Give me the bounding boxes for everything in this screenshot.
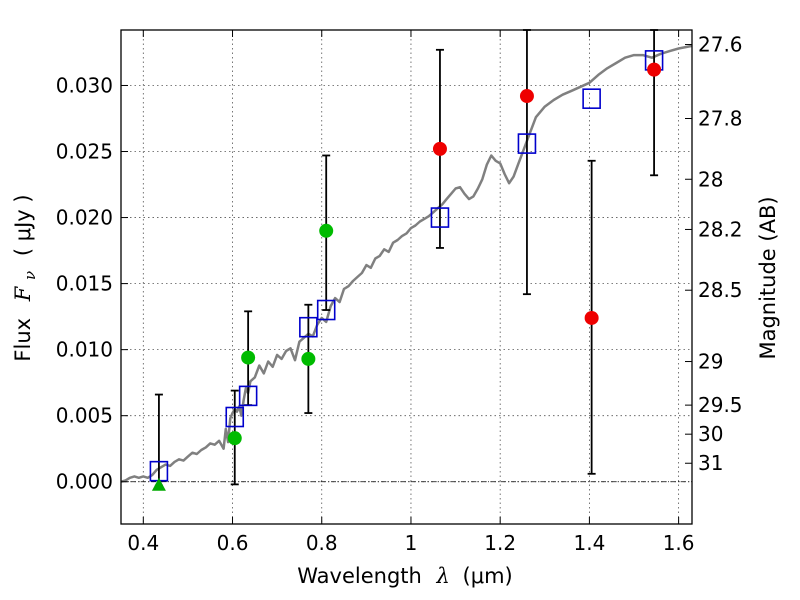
x-tick-label: 0.6 xyxy=(217,531,249,555)
observed-flux-points xyxy=(151,62,662,491)
observed-flux-circle xyxy=(519,89,534,104)
sed-model-curve xyxy=(120,44,693,483)
x-tick-label: 1.2 xyxy=(484,531,516,555)
observed-flux-circle xyxy=(584,310,599,325)
x-axis-label-symbol: λ xyxy=(436,564,450,588)
y-axis-label-unit: ( μJy ) xyxy=(11,194,35,256)
x-axis-label-unit: (μm) xyxy=(463,564,513,588)
plot-frame xyxy=(120,29,693,525)
y-axis-label: Flux F ν ( μJy ) xyxy=(11,194,40,361)
axis-ticks: 0.4 0.6 0.8 1 1.2 1.4 1.6 0.000 0.005 0.010 0.015 0… xyxy=(56,30,743,555)
model-flux-squares xyxy=(149,50,664,482)
x-tick-label: 1.6 xyxy=(663,531,695,555)
x-tick-label: 1.4 xyxy=(573,531,605,555)
x-tick-label: 1 xyxy=(405,531,418,555)
observed-flux-circle xyxy=(241,350,256,365)
x-tick-label: 0.4 xyxy=(127,531,159,555)
observed-flux-circle xyxy=(647,62,662,77)
model-flux-square xyxy=(517,133,537,154)
y-tick-label: 0.020 xyxy=(56,206,113,230)
model-flux-square xyxy=(430,207,450,228)
right-axis-label: Magnitude (AB) xyxy=(756,196,780,359)
x-tick-label: 0.8 xyxy=(306,531,338,555)
model-flux-square xyxy=(582,88,601,109)
y-axis-label-subscript: ν xyxy=(21,271,39,280)
y-tick-label: 0.030 xyxy=(56,73,113,97)
right-tick-label: 27.6 xyxy=(698,33,743,57)
right-tick-label: 27.8 xyxy=(698,106,743,130)
observed-flux-circle xyxy=(301,351,316,366)
y-axis-label-symbol: F xyxy=(11,285,35,302)
grid-lines xyxy=(121,30,692,524)
sed-model-line xyxy=(120,44,693,483)
right-tick-label: 28.5 xyxy=(698,278,743,302)
x-axis-label: Wavelength λ (μm) xyxy=(297,564,512,588)
y-axis-label-prefix: Flux xyxy=(11,318,35,362)
observed-flux-circle xyxy=(227,431,242,446)
y-tick-label: 0.005 xyxy=(56,404,113,428)
right-tick-label: 29 xyxy=(698,350,723,374)
model-flux-square xyxy=(225,406,245,428)
right-tick-label: 28.2 xyxy=(698,217,743,241)
y-tick-label: 0.015 xyxy=(56,272,113,296)
right-tick-label: 28 xyxy=(698,167,723,191)
observed-upper-limit-triangle xyxy=(151,477,166,491)
model-flux-square xyxy=(238,385,258,407)
x-axis-label-prefix: Wavelength xyxy=(297,564,422,588)
y-tick-label: 0.000 xyxy=(56,470,113,494)
y-tick-label: 0.010 xyxy=(56,338,113,362)
right-tick-label: 31 xyxy=(698,451,723,475)
observed-flux-circle xyxy=(432,141,447,156)
right-tick-label: 30 xyxy=(698,422,723,446)
model-flux-square xyxy=(316,299,336,321)
right-tick-label: 29.5 xyxy=(698,393,743,417)
model-flux-square xyxy=(299,316,318,338)
y-tick-label: 0.025 xyxy=(56,140,113,164)
observed-flux-circle xyxy=(319,223,334,238)
